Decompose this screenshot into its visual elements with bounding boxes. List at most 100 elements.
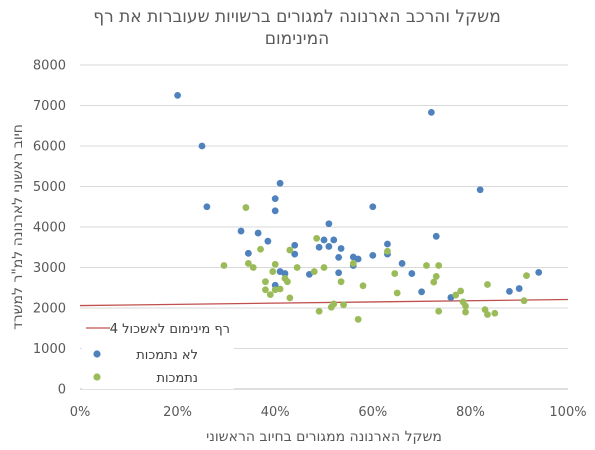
x-tick-label: 60% — [358, 405, 387, 420]
data-point — [337, 278, 345, 286]
data-point — [271, 260, 279, 268]
y-axis-ticks: 0 1000 2000 3000 4000 5000 6000 7000 8000 — [33, 59, 66, 398]
data-point — [266, 291, 274, 299]
data-point — [281, 270, 289, 277]
data-point — [349, 260, 357, 267]
data-point — [520, 297, 528, 305]
data-point — [249, 264, 257, 271]
data-point — [315, 307, 323, 315]
data-point — [393, 289, 401, 297]
data-point — [293, 264, 301, 271]
data-point — [262, 286, 269, 294]
y-tick-label: 6000 — [33, 140, 66, 155]
data-point — [276, 179, 284, 187]
data-point — [354, 255, 362, 263]
y-tick-label: 1000 — [33, 342, 66, 357]
data-point — [427, 108, 435, 116]
data-point — [515, 285, 523, 292]
data-point — [335, 269, 343, 277]
data-point — [340, 301, 347, 309]
data-point — [408, 270, 416, 277]
data-point — [476, 186, 484, 194]
y-axis-title: חיוב ראשוני לארנונה למ"ר למשרד — [10, 124, 26, 330]
data-point — [418, 288, 425, 296]
data-point — [435, 262, 443, 269]
data-point — [506, 287, 513, 295]
data-point — [457, 287, 465, 295]
legend-marker — [93, 373, 101, 381]
data-point — [330, 300, 338, 308]
legend-label: נתמכות — [156, 371, 198, 386]
data-point — [384, 247, 391, 255]
x-tick-label: 0% — [70, 405, 91, 420]
y-tick-label: 0 — [58, 383, 66, 398]
chart-title-line: משקל והרכב הארנונה למגורים ברשויות שעובר… — [93, 7, 501, 27]
data-point — [432, 232, 440, 240]
x-tick-label: 80% — [456, 405, 485, 420]
data-point — [535, 268, 543, 276]
data-point — [264, 237, 272, 245]
data-point — [435, 307, 443, 315]
data-point — [320, 264, 328, 271]
data-point — [491, 309, 499, 317]
data-point — [203, 203, 211, 211]
data-point — [269, 268, 277, 275]
y-tick-label: 2000 — [33, 302, 66, 317]
data-point — [325, 220, 333, 228]
legend: רף מינימום לאשכול 4 לא נתמכות נתמכות — [82, 317, 234, 389]
data-point — [462, 308, 469, 316]
data-point — [337, 245, 345, 252]
data-point — [286, 294, 294, 302]
data-point — [313, 234, 321, 242]
data-point — [432, 273, 440, 280]
x-tick-label: 40% — [261, 405, 290, 420]
legend-marker — [93, 350, 101, 358]
chart-title-line: המינימום — [265, 29, 330, 49]
legend-label: לא נתמכות — [136, 348, 198, 363]
data-point — [462, 302, 469, 310]
legend-background — [82, 317, 234, 389]
data-point — [484, 281, 491, 288]
y-tick-label: 8000 — [33, 59, 66, 74]
data-point — [359, 282, 367, 290]
data-point — [369, 203, 377, 211]
x-axis-ticks: 0% 20% 40% 60% 80% 100% — [70, 405, 587, 420]
data-point — [315, 243, 323, 251]
x-tick-label: 100% — [549, 405, 586, 420]
data-point — [391, 270, 399, 277]
threshold-line-path — [79, 298, 569, 307]
data-point — [335, 253, 343, 261]
legend-label: רף מינימום לאשכול 4 — [110, 322, 230, 337]
y-tick-label: 7000 — [33, 99, 66, 114]
data-point — [484, 311, 491, 318]
data-point — [244, 249, 252, 257]
threshold-line — [79, 298, 569, 307]
chart-title: משקל והרכב הארנונה למגורים ברשויות שעובר… — [93, 7, 501, 49]
data-point — [398, 260, 406, 267]
data-point — [286, 246, 294, 254]
data-point — [291, 250, 299, 258]
y-tick-label: 5000 — [33, 180, 66, 195]
data-point — [271, 195, 279, 203]
data-point — [310, 268, 318, 275]
data-point — [262, 278, 269, 286]
data-point — [354, 315, 362, 323]
data-point — [257, 245, 264, 253]
data-point — [423, 262, 430, 269]
data-point — [320, 236, 328, 244]
data-point — [242, 204, 250, 211]
data-point — [198, 142, 206, 150]
data-points — [174, 91, 543, 323]
y-tick-label: 4000 — [33, 221, 66, 236]
data-point — [284, 278, 291, 286]
x-tick-label: 20% — [163, 405, 192, 420]
y-tick-label: 3000 — [33, 261, 66, 276]
x-axis-title: משקל הארנונה ממגורים בחיוב הראשוני — [206, 429, 442, 445]
data-point — [369, 251, 377, 259]
data-point — [244, 260, 252, 267]
data-point — [452, 291, 460, 299]
series-0 — [174, 91, 543, 301]
data-point — [325, 243, 333, 250]
data-point — [254, 229, 262, 237]
